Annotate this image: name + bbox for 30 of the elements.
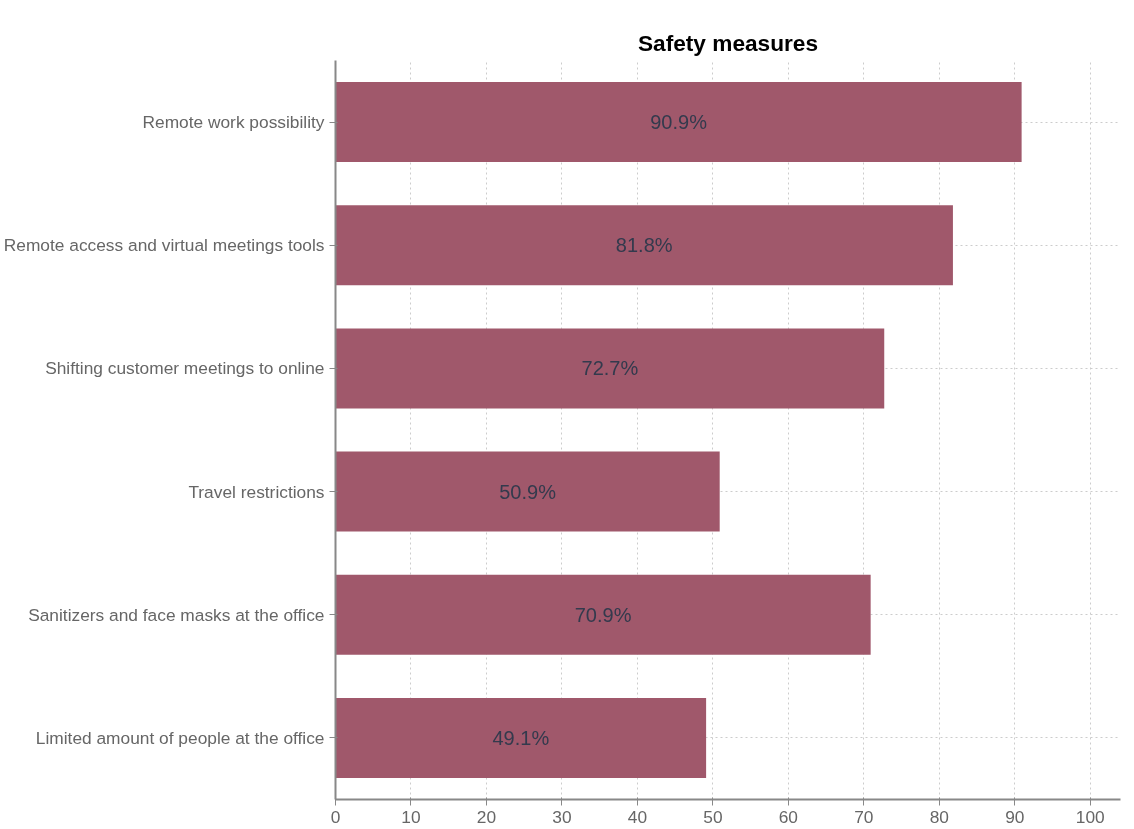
- x-tick-label: 90: [1005, 806, 1025, 827]
- y-tick-label: Travel restrictions: [188, 481, 325, 502]
- bar: [335, 205, 953, 286]
- chart-title: Safety measures: [637, 29, 819, 56]
- bar: [335, 697, 707, 778]
- data-label: 81.8%: [615, 234, 673, 257]
- data-label: 70.9%: [574, 603, 632, 626]
- x-tick-label: 10: [401, 806, 421, 827]
- x-tick-label: 0: [330, 806, 341, 827]
- data-label: 90.9%: [650, 111, 708, 134]
- x-tick-label: 30: [552, 806, 572, 827]
- y-tick-label: Limited amount of people at the office: [35, 727, 325, 748]
- x-tick-label: 70: [854, 806, 874, 827]
- bar: [335, 82, 1022, 163]
- x-tick-label: 50: [703, 806, 723, 827]
- bar: [335, 328, 885, 409]
- data-label: 49.1%: [492, 726, 550, 749]
- bar: [335, 574, 871, 655]
- y-tick-label: Remote work possibility: [142, 112, 325, 133]
- y-tick-label: Sanitizers and face masks at the office: [28, 604, 325, 625]
- y-tick-label: Remote access and virtual meetings tools: [3, 235, 325, 256]
- data-label: 72.7%: [581, 357, 639, 380]
- bar: [335, 451, 720, 532]
- x-tick-label: 100: [1075, 806, 1105, 827]
- x-tick-label: 20: [476, 806, 497, 827]
- x-tick-label: 40: [627, 806, 648, 827]
- data-label: 50.9%: [499, 480, 557, 503]
- y-tick-label: Shifting customer meetings to online: [45, 358, 325, 379]
- x-tick-label: 80: [929, 806, 949, 827]
- x-tick-label: 60: [778, 806, 799, 827]
